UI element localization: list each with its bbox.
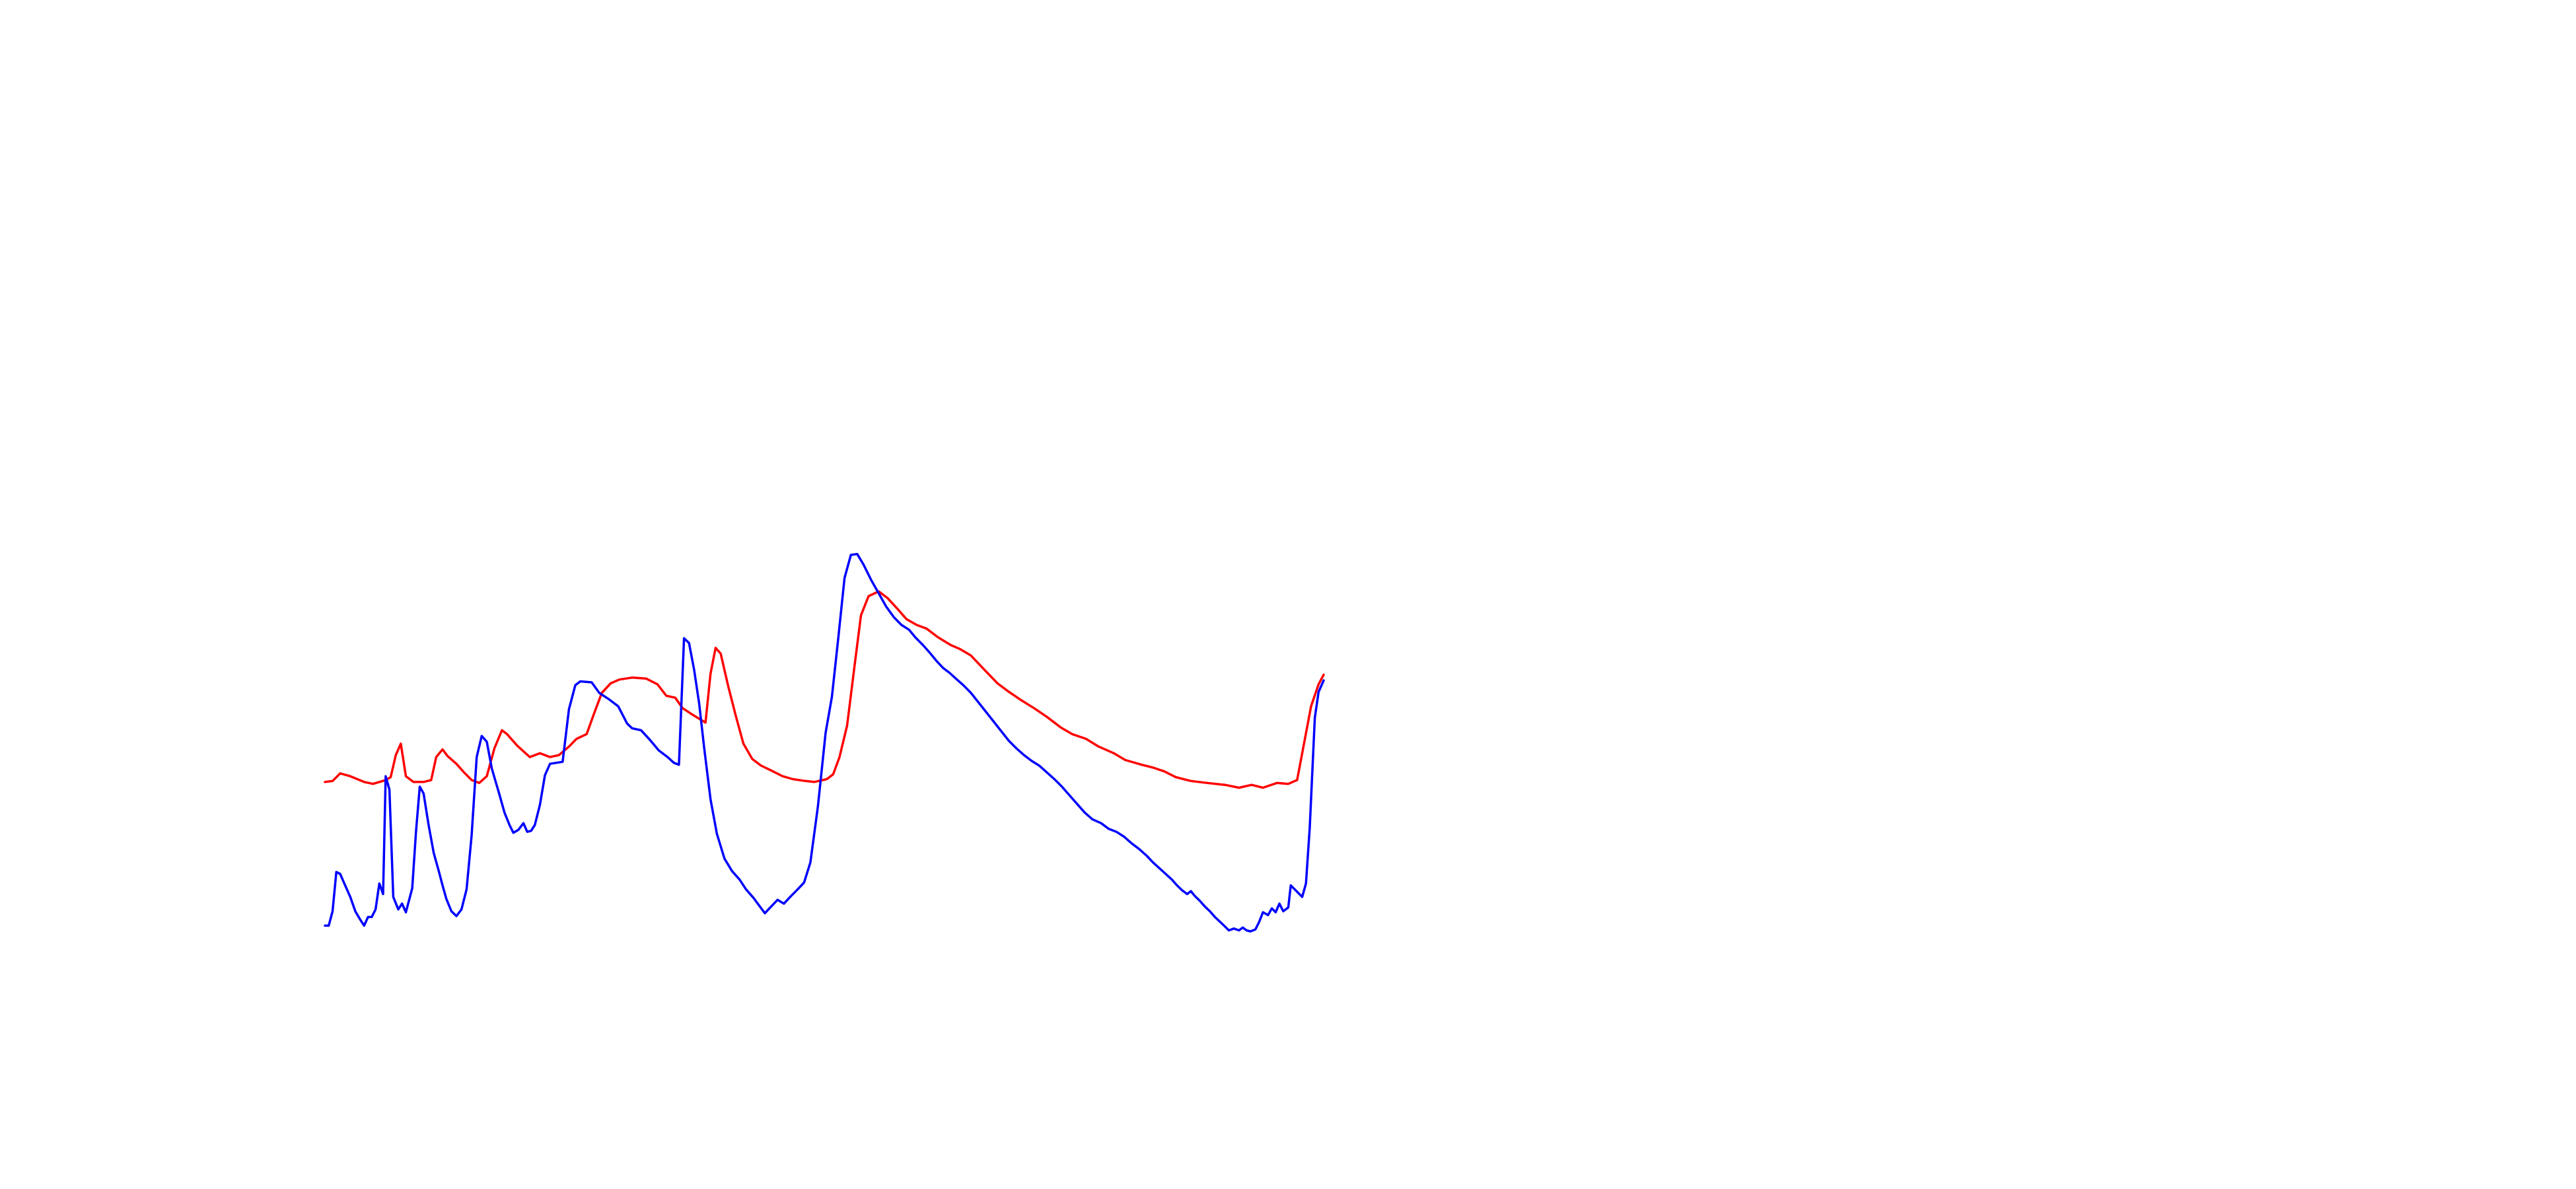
series-line-1 [324, 590, 1325, 789]
plot-area [324, 552, 1325, 933]
series-line-2 [324, 552, 1325, 933]
